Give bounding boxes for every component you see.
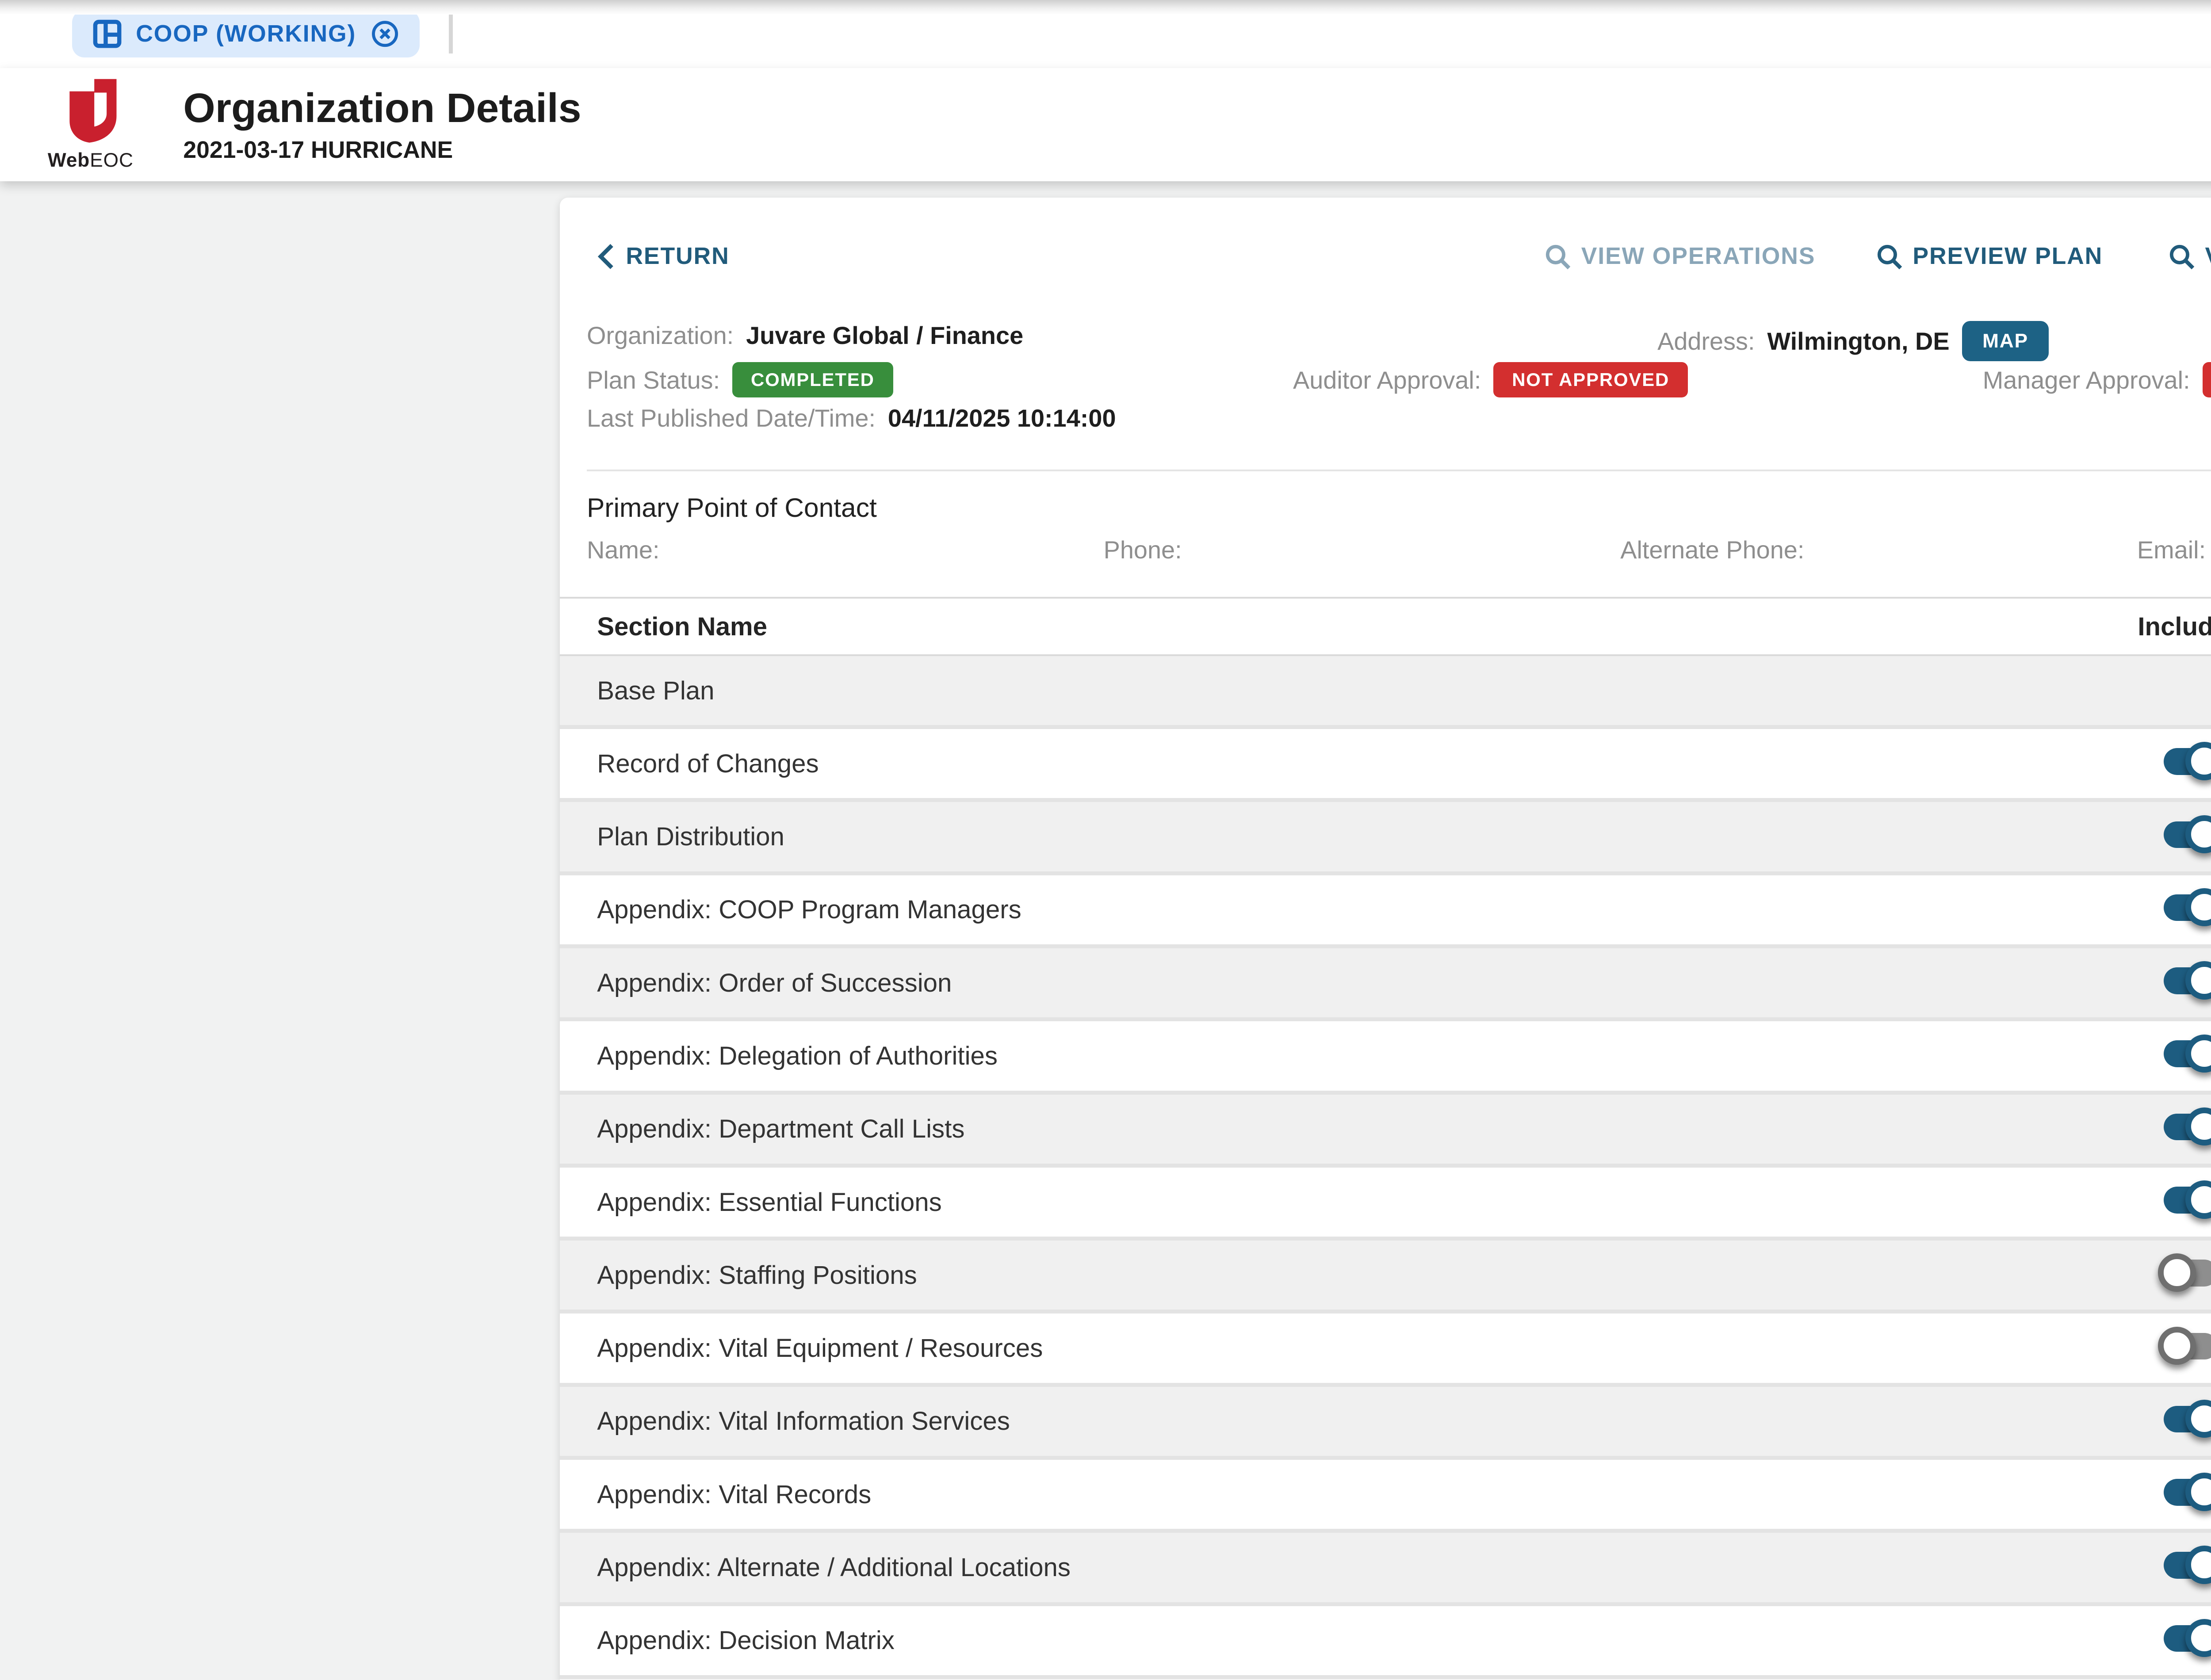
included-toggle[interactable] <box>2164 1619 2211 1657</box>
section-name: Appendix: Department Call Lists <box>597 1115 965 1144</box>
contact-fields: Name: Phone: Alternate Phone: Email: <box>587 535 2211 564</box>
section-name: Base Plan <box>597 676 715 705</box>
last-published-value: 04/11/2025 10:14:00 <box>887 404 1116 432</box>
table-row: Appendix: Vital Information Services <box>560 1386 2211 1460</box>
magnifier-icon <box>2169 244 2194 269</box>
included-toggle[interactable] <box>2157 1326 2211 1365</box>
map-button[interactable]: MAP <box>1962 321 2049 362</box>
contact-section-title: Primary Point of Contact <box>586 492 877 523</box>
section-name: Appendix: Essential Functions <box>597 1187 942 1217</box>
preview-plan-link[interactable]: PREVIEW PLAN <box>1876 243 2103 270</box>
page-title: Organization Details <box>183 84 581 131</box>
section-table-header: Section Name Included Completed Actions <box>560 597 2211 656</box>
table-row: Base Plan <box>560 656 2211 729</box>
section-name: Appendix: Vital Records <box>597 1480 872 1509</box>
tab-bar: COOP (WORKING) <box>0 0 2211 68</box>
table-row: Appendix: Department Call Lists <box>560 1094 2211 1168</box>
tab-divider <box>449 14 453 54</box>
included-toggle[interactable] <box>2164 1399 2211 1438</box>
section-name: Appendix: Staffing Positions <box>597 1260 917 1290</box>
address-value: Wilmington, DE <box>1767 327 1950 355</box>
section-name: Appendix: Delegation of Authorities <box>597 1041 998 1070</box>
included-toggle[interactable] <box>2157 1253 2211 1292</box>
auditor-approval-field: Auditor Approval: NOT APPROVED <box>1293 362 1688 397</box>
included-toggle[interactable] <box>2164 1034 2211 1073</box>
table-row: Appendix: Alternate / Additional Locatio… <box>560 1533 2211 1606</box>
included-toggle[interactable] <box>2164 742 2211 780</box>
return-link[interactable]: RETURN <box>597 243 729 270</box>
table-row: Appendix: Vital Records <box>560 1460 2211 1533</box>
section-name: Appendix: Vital Information Services <box>597 1407 1010 1436</box>
included-toggle[interactable] <box>2164 815 2211 854</box>
tab-label: COOP (WORKING) <box>136 21 356 47</box>
magnifier-icon <box>1545 244 1571 269</box>
plan-status-badge: COMPLETED <box>732 362 893 397</box>
section-name: Appendix: Decision Matrix <box>597 1626 895 1655</box>
chevron-left-icon <box>598 244 613 269</box>
board-icon <box>93 19 121 48</box>
included-toggle[interactable] <box>2164 1546 2211 1584</box>
auditor-approval-badge: NOT APPROVED <box>1493 362 1688 397</box>
contact-name-label: Name: <box>586 535 660 564</box>
organization-details-card: RETURN VIEW OPERATIONS PREVIEW PLAN VIEW… <box>560 197 2211 1680</box>
section-name: Plan Distribution <box>597 822 784 851</box>
table-row: Record of Changes <box>560 729 2211 802</box>
included-toggle[interactable] <box>2164 1473 2211 1511</box>
address-field: Address: Wilmington, DE MAP <box>1657 321 2049 362</box>
webeoc-logo-text: WebEOC <box>47 149 134 172</box>
table-row: Appendix: Essential Functions <box>560 1167 2211 1241</box>
table-row: Appendix: Vital Equipment / Resources <box>560 1313 2211 1387</box>
webeoc-logo: WebEOC <box>27 77 155 172</box>
table-row: Plan Distribution <box>560 802 2211 875</box>
table-row: Appendix: Delegation of Authorities <box>560 1021 2211 1095</box>
table-row: Appendix: Order of Succession <box>560 948 2211 1022</box>
divider <box>586 469 2211 472</box>
section-name: Appendix: Vital Equipment / Resources <box>597 1334 1043 1363</box>
page-subtitle: 2021-03-17 HURRICANE <box>183 137 453 164</box>
manager-approval-badge: NOT APPROVED <box>2202 362 2211 397</box>
section-name: Appendix: Alternate / Additional Locatio… <box>597 1553 1071 1582</box>
plan-status-field: Plan Status: COMPLETED <box>587 362 893 397</box>
table-row: Appendix: Staffing Positions <box>560 1241 2211 1314</box>
section-name: Appendix: COOP Program Managers <box>597 895 1021 924</box>
contact-phone-label: Phone: <box>1103 535 1182 564</box>
section-name: Appendix: Order of Succession <box>597 968 952 997</box>
included-toggle[interactable] <box>2164 1107 2211 1146</box>
magnifier-icon <box>1877 244 1902 269</box>
contact-alt-phone-label: Alternate Phone: <box>1620 535 1805 564</box>
col-included: Included <box>2138 612 2211 641</box>
col-section-name: Section Name <box>597 612 768 641</box>
organization-value: Juvare Global / Finance <box>746 321 1024 350</box>
included-toggle[interactable] <box>2164 961 2211 1000</box>
section-name: Record of Changes <box>597 749 819 778</box>
table-row: Appendix: COOP Program Managers <box>560 875 2211 949</box>
tab-coop-working[interactable]: COOP (WORKING) <box>72 10 420 58</box>
page-header: WebEOC Organization Details 2021-03-17 H… <box>0 68 2211 181</box>
view-operations-link[interactable]: VIEW OPERATIONS <box>1544 243 1815 270</box>
included-toggle[interactable] <box>2164 1180 2211 1219</box>
manager-approval-field: Manager Approval: NOT APPROVED <box>1983 362 2211 397</box>
last-published-field: Last Published Date/Time: 04/11/2025 10:… <box>586 404 1116 432</box>
section-table-body: Base Plan Record of Changes Plan Distrib… <box>560 656 2211 1679</box>
view-published-link[interactable]: VIEW PUBLISHED <box>2168 243 2211 270</box>
webeoc-logo-icon <box>69 79 117 143</box>
section-table: Section Name Included Completed Actions … <box>560 597 2211 1679</box>
contact-email-label: Email: <box>2137 535 2206 564</box>
close-tab-icon[interactable] <box>371 19 399 48</box>
included-toggle[interactable] <box>2164 888 2211 927</box>
organization-field: Organization: Juvare Global / Finance <box>586 321 1024 350</box>
table-row: Appendix: Decision Matrix <box>560 1606 2211 1679</box>
